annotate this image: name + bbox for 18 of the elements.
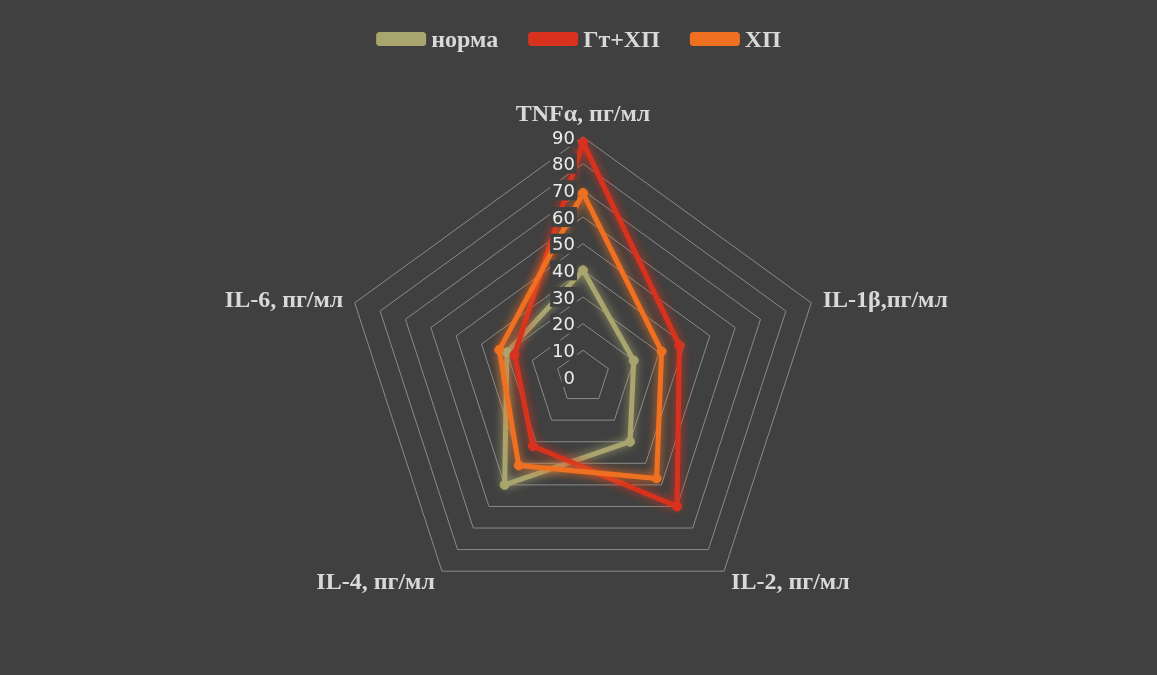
legend-label: Гт+ХП — [583, 26, 661, 52]
y-tick-label: 30 — [552, 286, 575, 308]
y-tick-label: 20 — [552, 313, 575, 335]
y-tick-label: 0 — [563, 366, 575, 388]
legend-label: норма — [431, 26, 499, 52]
y-tick-label: 10 — [552, 339, 575, 361]
y-tick-label: 50 — [552, 233, 575, 255]
spoke-label: IL-1β,пг/мл — [822, 286, 948, 313]
y-tick-label: 70 — [552, 179, 575, 201]
spoke-label: IL-2, пг/мл — [731, 567, 850, 594]
spoke-label: TNFα, пг/мл — [515, 100, 651, 126]
legend-label: ХП — [744, 26, 782, 52]
y-tick-label: 40 — [552, 259, 575, 281]
y-tick-label: 60 — [552, 206, 575, 228]
y-tick-label: 80 — [552, 153, 575, 175]
spoke-label: IL-6, пг/мл — [224, 286, 344, 313]
spoke-label: IL-4, пг/мл — [316, 567, 435, 594]
y-tick-label: 90 — [552, 126, 575, 148]
